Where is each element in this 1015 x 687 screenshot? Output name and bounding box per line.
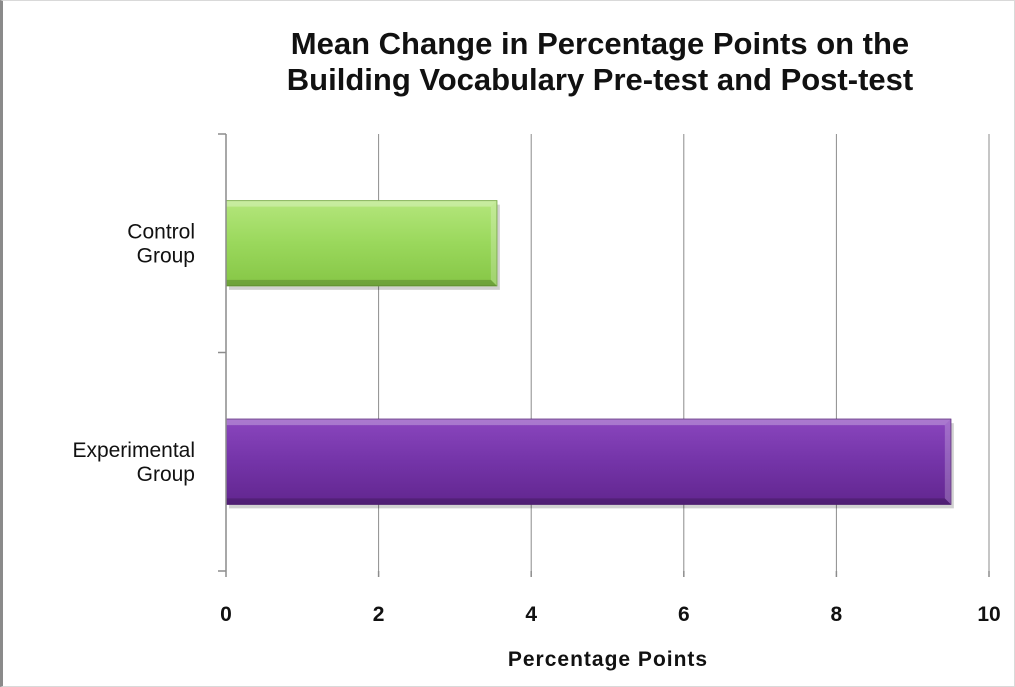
bar-experimental-group	[225, 418, 954, 509]
bar-bevel-top	[226, 419, 951, 426]
bar-fill	[225, 200, 498, 287]
y-tick-label-experimental-group: Experimental Group	[72, 439, 195, 486]
chart-title: Mean Change in Percentage Points on the …	[230, 26, 970, 98]
x-tick-label-6: 6	[678, 603, 690, 626]
bar-bevel-bottom	[226, 498, 951, 505]
x-tick-label-10: 10	[977, 603, 1000, 626]
x-tick-label-0: 0	[220, 603, 232, 626]
bar-fill	[225, 418, 952, 505]
chart-title-line-2: Building Vocabulary Pre-test and Post-te…	[286, 62, 914, 97]
x-axis-title: Percentage Points	[507, 648, 709, 671]
bars	[225, 200, 954, 509]
y-tick-label-line: Group	[137, 244, 195, 267]
bar-bevel-right	[490, 200, 497, 286]
bar-bevel-top	[226, 200, 497, 207]
chart-title-line-1: Mean Change in Percentage Points on the	[290, 26, 910, 61]
y-tick-label-line: Group	[137, 463, 195, 486]
x-tick-label-2: 2	[373, 603, 385, 626]
bar-bevel-bottom	[226, 279, 497, 286]
axes	[218, 133, 990, 577]
bar-bevel-right	[944, 419, 951, 505]
y-tick-label-line: Experimental	[72, 439, 195, 462]
y-tick-label-line: Control	[127, 220, 195, 243]
x-tick-label-4: 4	[525, 603, 537, 626]
bar-control-group	[225, 200, 500, 290]
x-tick-label-8: 8	[831, 603, 843, 626]
y-tick-label-control-group: Control Group	[127, 220, 195, 267]
